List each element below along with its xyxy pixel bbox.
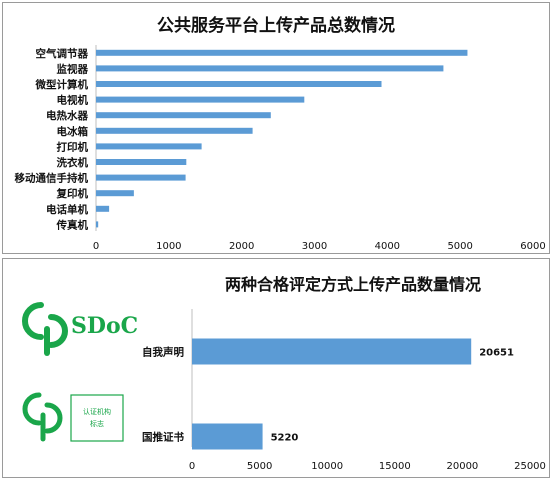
bottom-x-tick-label: 25000 bbox=[514, 461, 546, 472]
top-bar bbox=[96, 174, 186, 181]
top-category-label: 电热水器 bbox=[46, 109, 88, 122]
top-bar bbox=[96, 143, 202, 150]
top-x-tick-label: 4000 bbox=[375, 241, 400, 252]
top-bar bbox=[96, 127, 253, 134]
sdoc-logo: SDoC bbox=[22, 302, 138, 356]
bottom-x-tick-label: 10000 bbox=[311, 461, 343, 472]
top-bar bbox=[96, 159, 187, 165]
sdoc-logo-text: SDoC bbox=[71, 313, 138, 339]
top-category-label: 传真机 bbox=[56, 218, 89, 231]
bar-chart-bottom: 自我声明 20651 国推证书 5220 0 5000 10000 15000 20000 250… bbox=[142, 309, 546, 472]
bottom-x-tick-label: 5000 bbox=[247, 461, 272, 472]
top-category-label: 打印机 bbox=[57, 140, 89, 153]
top-x-tick-label: 6000 bbox=[520, 241, 545, 252]
top-bar bbox=[96, 205, 110, 212]
bottom-bar bbox=[192, 423, 263, 450]
top-category-label: 微型计算机 bbox=[35, 78, 89, 91]
top-category-label: 洗衣机 bbox=[57, 156, 89, 169]
upload-total-chart-panel: 公共服务平台上传产品总数情况 空气调节器监视器微型计算机电视机电热水器电冰箱打印… bbox=[2, 2, 550, 254]
cgp-mark-icon-2 bbox=[22, 392, 63, 442]
chart-title-top: 公共服务平台上传产品总数情况 bbox=[157, 16, 395, 36]
top-x-tick-label: 2000 bbox=[229, 241, 254, 252]
bottom-x-tick-label: 15000 bbox=[379, 461, 411, 472]
top-category-label: 空气调节器 bbox=[36, 47, 89, 60]
assessment-method-chart-panel: 两种合格评定方式上传产品数量情况 SDoC 认证机构 标志 自我声明 20651 国… bbox=[2, 258, 550, 478]
top-category-label: 电话单机 bbox=[46, 203, 88, 216]
bottom-data-label: 20651 bbox=[479, 348, 514, 359]
chart-title-bottom: 两种合格评定方式上传产品数量情况 bbox=[224, 275, 481, 294]
top-category-label: 复印机 bbox=[56, 187, 89, 200]
bottom-category-label: 国推证书 bbox=[142, 431, 184, 444]
cert-box-line1: 认证机构 bbox=[83, 407, 111, 416]
top-bar bbox=[96, 96, 305, 103]
top-category-label: 电视机 bbox=[57, 94, 89, 107]
bottom-bar bbox=[192, 338, 472, 365]
top-bar bbox=[96, 221, 99, 228]
top-x-tick-label: 1000 bbox=[156, 241, 181, 252]
top-category-label: 电冰箱 bbox=[57, 125, 89, 138]
top-x-tick-label: 0 bbox=[93, 241, 99, 252]
bar-chart-top: 空气调节器监视器微型计算机电视机电热水器电冰箱打印机洗衣机移动通信手持机复印机电… bbox=[15, 45, 546, 252]
bottom-data-label: 5220 bbox=[271, 433, 299, 444]
cert-box-line2: 标志 bbox=[90, 419, 104, 428]
top-bar bbox=[96, 49, 468, 56]
cert-mark-box bbox=[70, 394, 124, 442]
top-category-label: 监视器 bbox=[57, 62, 89, 75]
top-bar bbox=[96, 65, 444, 72]
certification-logo: 认证机构 标志 bbox=[22, 392, 124, 442]
cgp-mark-icon bbox=[22, 302, 68, 356]
top-bar bbox=[96, 190, 134, 197]
top-category-label: 移动通信手持机 bbox=[15, 172, 89, 185]
bottom-x-tick-label: 0 bbox=[189, 461, 195, 472]
top-bar bbox=[96, 81, 382, 87]
top-x-tick-label: 5000 bbox=[447, 241, 472, 252]
bottom-category-label: 自我声明 bbox=[142, 346, 184, 359]
bottom-x-tick-label: 20000 bbox=[446, 461, 478, 472]
top-x-tick-label: 3000 bbox=[302, 241, 327, 252]
top-bar bbox=[96, 112, 271, 119]
